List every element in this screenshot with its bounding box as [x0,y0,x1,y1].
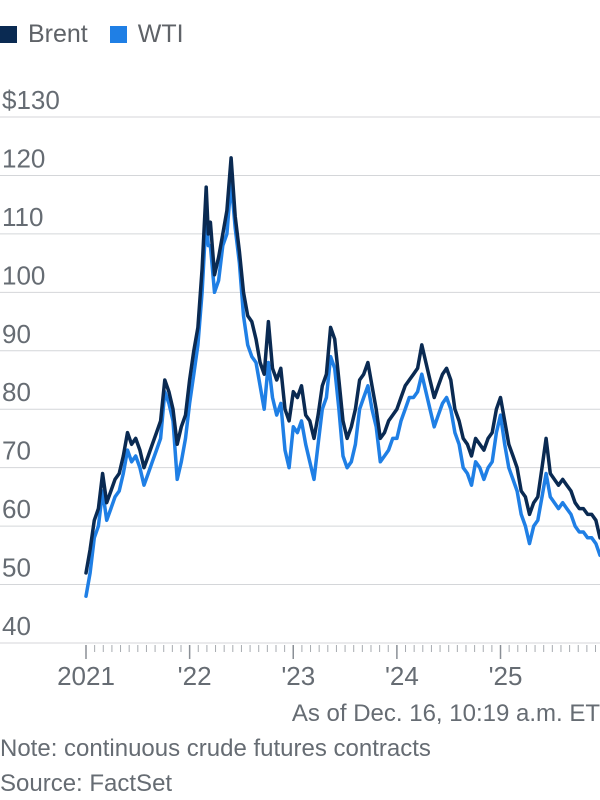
legend-swatch-brent [0,25,17,43]
y-tick-label-40: 40 [2,611,31,641]
y-tick-label-110: 110 [2,202,43,232]
x-tick-label-'22: '22 [178,661,212,691]
legend-item-brent: Brent [0,20,88,49]
chart-source: Source: FactSet [0,770,173,797]
y-tick-label-50: 50 [2,553,31,583]
y-tick-label-100: 100 [2,260,45,290]
y-tick-label-90: 90 [2,319,31,349]
x-tick-label-'23: '23 [281,661,315,691]
legend-label-brent: Brent [28,19,88,48]
as-of-timestamp: As of Dec. 16, 10:19 a.m. ET [291,700,600,727]
oil-price-line-chart: $130 120 110 100 90 80 70 60 50 40 2021 '22 '23 '24 '… [0,85,600,691]
series-lines [84,156,600,598]
y-tick-label-120: 120 [2,143,45,173]
series-line-brent [84,156,600,575]
x-tick-label-'24: '24 [385,661,419,691]
chart-note: Note: continuous crude futures contracts [0,735,431,762]
y-tick-label-130: $130 [2,85,60,115]
chart-legend: Brent WTI [0,16,206,52]
y-tick-label-80: 80 [2,377,31,407]
y-axis: $130 120 110 100 90 80 70 60 50 40 [2,85,60,641]
x-tick-label-2021: 2021 [57,661,115,691]
x-axis: 2021 '22 '23 '24 '25 [57,645,597,691]
legend-item-wti: WTI [109,19,184,49]
legend-label-wti: WTI [137,19,184,48]
y-tick-label-70: 70 [2,436,31,466]
y-tick-label-60: 60 [2,494,31,524]
x-tick-label-'25: '25 [489,661,523,691]
legend-swatch-wti [109,25,127,43]
